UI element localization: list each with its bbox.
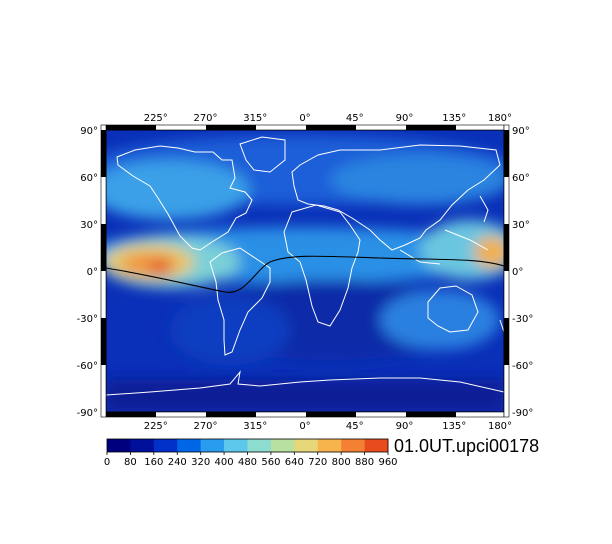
bottom-lon-label: 45° bbox=[346, 421, 364, 432]
colorbar-segment bbox=[107, 439, 131, 452]
colorbar-tick-label: 480 bbox=[238, 457, 257, 468]
antarctica-coast bbox=[106, 370, 504, 396]
colorbar-segment bbox=[130, 439, 155, 452]
run-title: 01.0UT.upci00178 bbox=[394, 436, 539, 456]
right-lat-label: -60° bbox=[512, 361, 533, 372]
bottom-border-strip bbox=[105, 411, 505, 418]
colorbar-tick-label: 80 bbox=[124, 457, 137, 468]
right-lat-label: -30° bbox=[512, 314, 533, 325]
greenland-coast bbox=[239, 136, 286, 173]
bottom-lon-label: 0° bbox=[299, 421, 310, 432]
colorbar-segment bbox=[177, 439, 201, 452]
colorbar-tick-label: 800 bbox=[332, 457, 351, 468]
left-lat-label: -60° bbox=[77, 361, 98, 372]
colorbar-tick-label: 880 bbox=[355, 457, 374, 468]
colorbar-tick-label: 160 bbox=[144, 457, 163, 468]
left-lat-label: -30° bbox=[77, 314, 98, 325]
colorbar-tick-label: 320 bbox=[191, 457, 210, 468]
colorbar-segment bbox=[270, 439, 295, 452]
right-latitude-labels: 90° 60° 30° 0° -30° -60° -90° bbox=[512, 126, 533, 419]
top-lon-label: 135° bbox=[442, 113, 466, 124]
right-lat-label: 0° bbox=[512, 267, 523, 278]
colorbar-segment bbox=[364, 439, 389, 452]
colorbar-tick-labels: 0 80 160 240 320 400 480 560 640 720 800 880 960 bbox=[104, 457, 398, 468]
top-lon-label: 315° bbox=[243, 113, 267, 124]
colorbar-segment bbox=[341, 439, 365, 452]
colorbar-segment bbox=[200, 439, 225, 452]
colorbar-tick-label: 0 bbox=[104, 457, 110, 468]
equator-line bbox=[106, 255, 504, 293]
left-border-strip bbox=[100, 124, 107, 418]
top-longitude-labels: 225° 270° 315° 0° 45° 90° 135° 180° bbox=[144, 113, 512, 124]
left-lat-label: 0° bbox=[87, 267, 98, 278]
colorbar-tick-label: 240 bbox=[168, 457, 187, 468]
europe-asia-coast bbox=[291, 144, 501, 251]
top-lon-label: 225° bbox=[144, 113, 168, 124]
bottom-lon-label: 225° bbox=[144, 421, 168, 432]
colorbar-segment bbox=[153, 439, 178, 452]
right-lat-label: 90° bbox=[512, 126, 530, 137]
right-lat-label: -90° bbox=[512, 408, 533, 419]
africa-coast bbox=[283, 204, 361, 327]
bottom-lon-label: 270° bbox=[193, 421, 217, 432]
top-lon-label: 90° bbox=[396, 113, 414, 124]
australia-coast bbox=[427, 285, 479, 333]
right-lat-label: 30° bbox=[512, 220, 530, 231]
left-lat-label: 30° bbox=[80, 220, 98, 231]
top-border-strip bbox=[105, 124, 505, 131]
south-america-coast bbox=[209, 247, 271, 356]
islands-coast bbox=[399, 195, 504, 333]
colorbar-tick-label: 640 bbox=[285, 457, 304, 468]
colorbar-segment bbox=[294, 439, 319, 452]
colorbar bbox=[106, 438, 389, 455]
bottom-lon-label: 135° bbox=[442, 421, 466, 432]
right-border-strip bbox=[503, 124, 510, 418]
colorbar-segment bbox=[247, 439, 272, 452]
bottom-lon-label: 90° bbox=[396, 421, 414, 432]
colorbar-tick-label: 960 bbox=[378, 457, 397, 468]
left-lat-label: -90° bbox=[77, 408, 98, 419]
colorbar-tick-label: 560 bbox=[261, 457, 280, 468]
bottom-lon-label: 180° bbox=[488, 421, 512, 432]
top-lon-label: 270° bbox=[193, 113, 217, 124]
colorbar-segment bbox=[224, 439, 248, 452]
bottom-lon-label: 315° bbox=[243, 421, 267, 432]
right-lat-label: 60° bbox=[512, 173, 530, 184]
bottom-longitude-labels: 225° 270° 315° 0° 45° 90° 135° 180° bbox=[144, 421, 512, 432]
left-latitude-labels: 90° 60° 30° 0° -30° -60° -90° bbox=[77, 126, 98, 419]
top-lon-label: 0° bbox=[299, 113, 310, 124]
left-lat-label: 60° bbox=[80, 173, 98, 184]
colorbar-segment bbox=[317, 439, 342, 452]
north-america-coast bbox=[116, 145, 253, 251]
colorbar-tick-label: 400 bbox=[215, 457, 234, 468]
colorbar-tick-label: 720 bbox=[308, 457, 327, 468]
top-lon-label: 45° bbox=[346, 113, 364, 124]
top-lon-label: 180° bbox=[488, 113, 512, 124]
field-heatmap bbox=[106, 130, 504, 412]
left-lat-label: 90° bbox=[80, 126, 98, 137]
coastlines bbox=[106, 136, 504, 396]
